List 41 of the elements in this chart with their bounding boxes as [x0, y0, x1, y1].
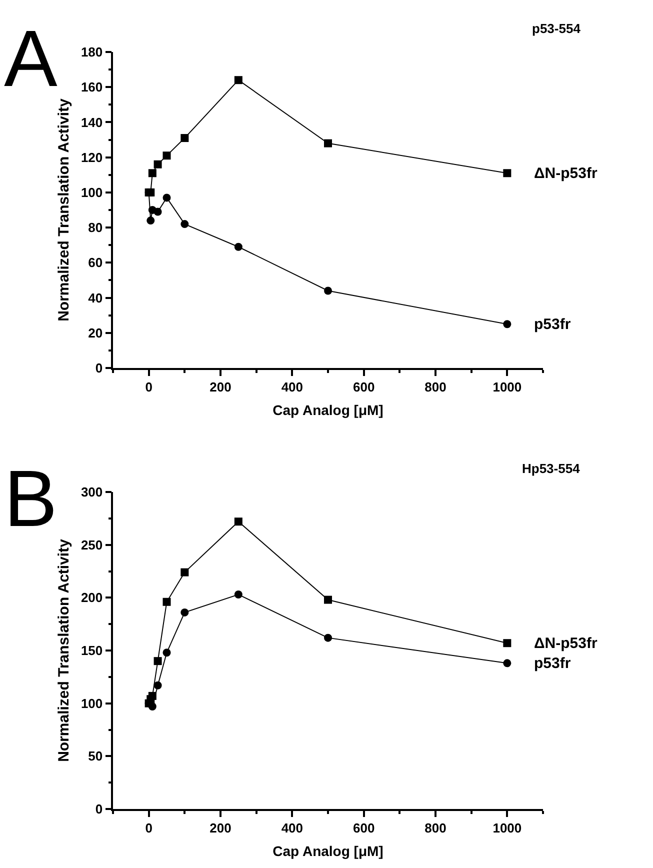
y-axis-title: Normalized Translation Activity: [56, 98, 73, 322]
y-tick-label: 250: [80, 537, 103, 552]
series-label: p53fr: [534, 655, 571, 672]
y-tick-label: 20: [88, 325, 103, 340]
y-tick-label: 100: [80, 696, 103, 711]
chart-title: p53-554: [532, 21, 582, 36]
x-axis-title: Cap Analog [μM]: [272, 402, 384, 418]
y-tick-label: 120: [80, 150, 103, 165]
y-axis-title: Normalized Translation Activity: [56, 538, 73, 762]
y-tick-label: 160: [80, 80, 103, 95]
y-tick-label: 0: [95, 360, 103, 376]
x-tick-label: 1000: [492, 379, 522, 394]
x-tick-label: 400: [281, 820, 304, 836]
x-tick-label: 200: [210, 820, 232, 836]
x-tick-label: 200: [210, 379, 232, 394]
x-tick-label: 800: [424, 379, 446, 394]
x-axis-title: Cap Analog [μM]: [272, 843, 384, 860]
text: B: [4, 454, 58, 543]
series-label: p53fr: [534, 316, 571, 333]
y-tick-label: 40: [88, 290, 103, 306]
x-tick-label: 800: [424, 820, 446, 836]
y-tick-label: 180: [80, 44, 103, 60]
y-tick-label: 0: [95, 802, 103, 817]
chart-title: Hp53-554: [522, 461, 581, 476]
series-label: ΔN-p53fr: [534, 635, 598, 652]
x-tick-label: 600: [352, 820, 375, 836]
y-tick-label: 80: [88, 220, 103, 236]
text: A: [4, 14, 58, 103]
y-tick-label: 140: [80, 114, 103, 130]
x-tick-label: 400: [281, 379, 304, 394]
x-tick-label: 600: [352, 379, 375, 394]
y-tick-label: 300: [80, 484, 103, 500]
y-tick-label: 150: [80, 643, 103, 658]
x-tick-label: 0: [145, 820, 152, 836]
y-tick-label: 200: [80, 590, 103, 606]
x-tick-label: 0: [145, 379, 152, 394]
y-tick-label: 100: [80, 184, 103, 200]
y-tick-label: 60: [88, 255, 103, 270]
series-label: ΔN-p53fr: [534, 165, 598, 182]
y-tick-label: 50: [88, 748, 103, 764]
x-tick-label: 1000: [492, 820, 522, 836]
